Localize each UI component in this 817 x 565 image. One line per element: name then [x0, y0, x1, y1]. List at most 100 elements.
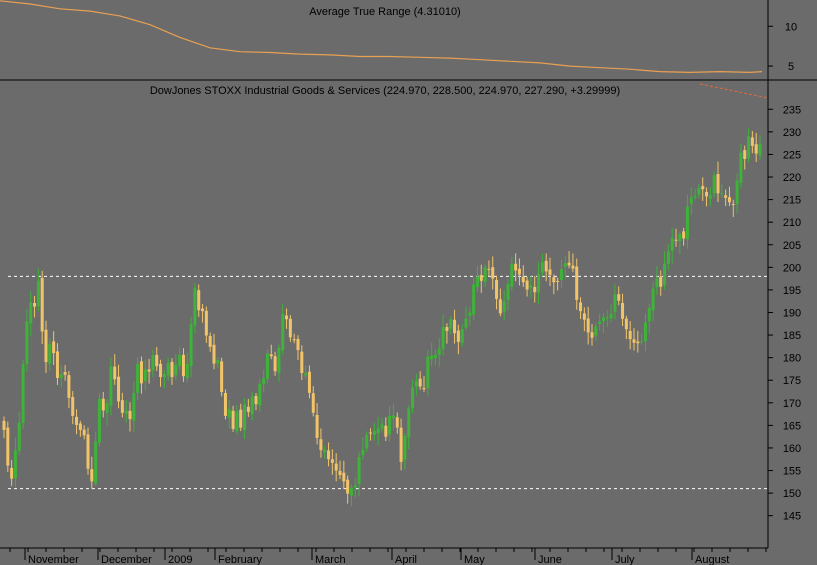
candle-body: [212, 344, 216, 364]
candle-body: [159, 363, 163, 378]
candle-body: [250, 396, 254, 415]
candle-body: [86, 434, 90, 469]
candle-body: [731, 204, 735, 206]
candle-body: [743, 150, 747, 159]
candle-body: [353, 485, 357, 488]
candle-body: [361, 449, 365, 456]
candle-body: [453, 319, 457, 334]
candle-body: [414, 381, 418, 387]
candle-body: [338, 470, 342, 476]
candle-body: [105, 403, 109, 414]
candle-body: [132, 393, 136, 421]
price-y-tick-label: 235: [783, 104, 801, 116]
candle-body: [372, 430, 376, 435]
candle-body: [201, 308, 205, 312]
x-tick-label: March: [315, 554, 346, 565]
candle-body: [239, 409, 243, 428]
candle-body: [197, 290, 201, 311]
candle-body: [75, 416, 79, 425]
candle-body: [139, 361, 143, 384]
candle-body: [327, 450, 331, 460]
candle-body: [605, 317, 609, 319]
candle-body: [544, 260, 548, 272]
candle-body: [514, 263, 518, 271]
candle-body: [670, 237, 674, 251]
candle-body: [21, 364, 25, 423]
candle-body: [525, 280, 529, 290]
candle-body: [365, 434, 369, 449]
candle-body: [94, 441, 98, 484]
x-tick-label: November: [28, 554, 79, 565]
candle-body: [708, 195, 712, 199]
candle-body: [269, 354, 273, 357]
candle-body: [243, 404, 247, 431]
candle-body: [617, 294, 621, 301]
candle-body: [720, 193, 724, 195]
candle-body: [113, 366, 117, 380]
price-y-tick-label: 150: [783, 488, 801, 500]
candle-body: [598, 321, 602, 325]
candle-body: [506, 284, 510, 300]
candle-body: [258, 383, 262, 406]
price-y-tick-label: 220: [783, 172, 801, 184]
candle-body: [2, 420, 6, 430]
candle-body: [71, 397, 75, 416]
candle-body: [346, 479, 350, 494]
candle-body: [376, 428, 380, 434]
candle-body: [647, 307, 651, 322]
candle-body: [758, 144, 762, 156]
candle-body: [101, 398, 105, 411]
candle-body: [441, 326, 445, 349]
x-tick-label: June: [538, 554, 562, 565]
candle-body: [128, 410, 132, 420]
candle-body: [178, 354, 182, 367]
trend-line: [699, 83, 769, 99]
candle-body: [655, 278, 659, 288]
candle-body: [97, 398, 101, 443]
candle-body: [277, 347, 281, 373]
candle-body: [231, 410, 235, 429]
candle-body: [724, 195, 728, 198]
candle-body: [304, 372, 308, 376]
candle-body: [395, 417, 399, 428]
candle-body: [613, 294, 617, 312]
candle-body: [78, 423, 82, 430]
candle-body: [384, 425, 388, 437]
candle-body: [422, 388, 426, 390]
candle-body: [296, 338, 300, 350]
candle-body: [624, 318, 628, 330]
price-y-tick-label: 200: [783, 262, 801, 274]
candle-body: [582, 313, 586, 320]
candle-body: [204, 310, 208, 336]
candle-body: [380, 424, 384, 429]
x-tick-label: April: [395, 554, 417, 565]
candle-body: [193, 288, 197, 326]
price-y-tick-label: 160: [783, 443, 801, 455]
candle-body: [705, 191, 709, 197]
x-tick-label: May: [464, 554, 485, 565]
candle-body: [651, 288, 655, 311]
price-y-tick-label: 215: [783, 195, 801, 207]
candle-body: [13, 450, 17, 479]
candle-body: [319, 439, 323, 451]
candle-body: [632, 339, 636, 343]
candle-body: [82, 429, 86, 436]
candle-body: [136, 363, 140, 393]
candle-body: [456, 330, 460, 342]
candle-body: [689, 197, 693, 204]
candle-body: [609, 313, 613, 319]
atr-y-tick-label: 10: [785, 21, 797, 33]
candle-body: [265, 353, 269, 379]
candle-body: [189, 324, 193, 367]
candle-body: [403, 436, 407, 460]
price-y-tick-label: 175: [783, 375, 801, 387]
candle-body: [479, 275, 483, 281]
candle-body: [594, 326, 598, 336]
price-y-tick-label: 230: [783, 127, 801, 139]
candle-body: [682, 231, 686, 239]
candle-body: [311, 393, 315, 413]
candle-body: [55, 351, 59, 378]
candle-body: [716, 174, 720, 194]
candle-body: [445, 327, 449, 331]
price-y-tick-label: 205: [783, 240, 801, 252]
